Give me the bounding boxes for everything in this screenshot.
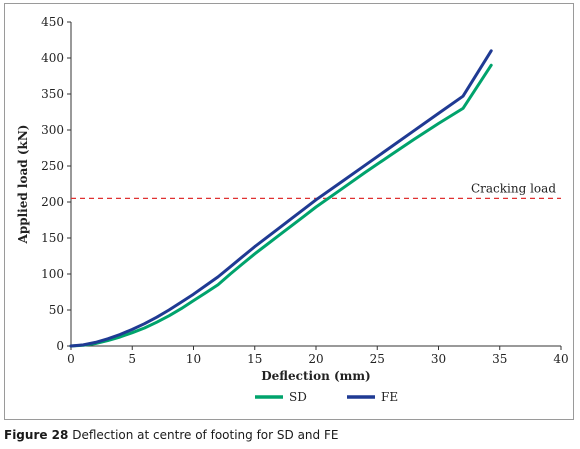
axes: 0 50 100 150 200 250 300 350 400 450 0 5 10 15 20 25 30 3… bbox=[41, 15, 569, 366]
figure-label: Figure 28 bbox=[4, 428, 69, 442]
figure-caption: Figure 28 Deflection at centre of footin… bbox=[4, 428, 338, 442]
axis-labels: Deflection (mm) Applied load (kN) bbox=[16, 125, 371, 383]
x-axis-label: Deflection (mm) bbox=[261, 369, 370, 383]
legend-label-sd: SD bbox=[289, 390, 307, 404]
x-tick-label: 10 bbox=[186, 352, 201, 366]
x-tick-label: 40 bbox=[553, 352, 568, 366]
reference-lines: Cracking load bbox=[71, 181, 561, 200]
y-tick-label: 200 bbox=[41, 195, 64, 209]
x-tick-label: 5 bbox=[128, 352, 136, 366]
y-tick-label: 50 bbox=[49, 303, 64, 317]
y-tick-label: 400 bbox=[41, 51, 64, 65]
x-tick-label: 35 bbox=[492, 352, 507, 366]
y-tick-label: 0 bbox=[56, 339, 64, 353]
y-tick-label: 100 bbox=[41, 267, 64, 281]
y-tick-label: 300 bbox=[41, 123, 64, 137]
deflection-chart: 0 50 100 150 200 250 300 350 400 450 0 5 10 15 20 25 30 3… bbox=[16, 15, 569, 404]
y-tick-label: 450 bbox=[41, 15, 64, 29]
cracking-load-label: Cracking load bbox=[471, 181, 556, 195]
y-tick-label: 150 bbox=[41, 231, 64, 245]
chart-frame: 0 50 100 150 200 250 300 350 400 450 0 5 10 15 20 25 30 3… bbox=[4, 3, 574, 420]
series-lines bbox=[69, 49, 493, 348]
series-line-fe bbox=[69, 49, 493, 348]
y-tick-label: 250 bbox=[41, 159, 64, 173]
x-tick-label: 0 bbox=[67, 352, 75, 366]
legend-label-fe: FE bbox=[381, 390, 398, 404]
series-line-sd bbox=[69, 63, 493, 348]
legend: SD FE bbox=[255, 390, 398, 404]
x-tick-label: 25 bbox=[370, 352, 385, 366]
y-tick-label: 350 bbox=[41, 87, 64, 101]
x-tick-label: 15 bbox=[247, 352, 262, 366]
x-tick-label: 20 bbox=[308, 352, 323, 366]
y-axis-label: Applied load (kN) bbox=[16, 125, 30, 245]
figure-caption-text: Deflection at centre of footing for SD a… bbox=[72, 428, 339, 442]
x-tick-label: 30 bbox=[431, 352, 446, 366]
